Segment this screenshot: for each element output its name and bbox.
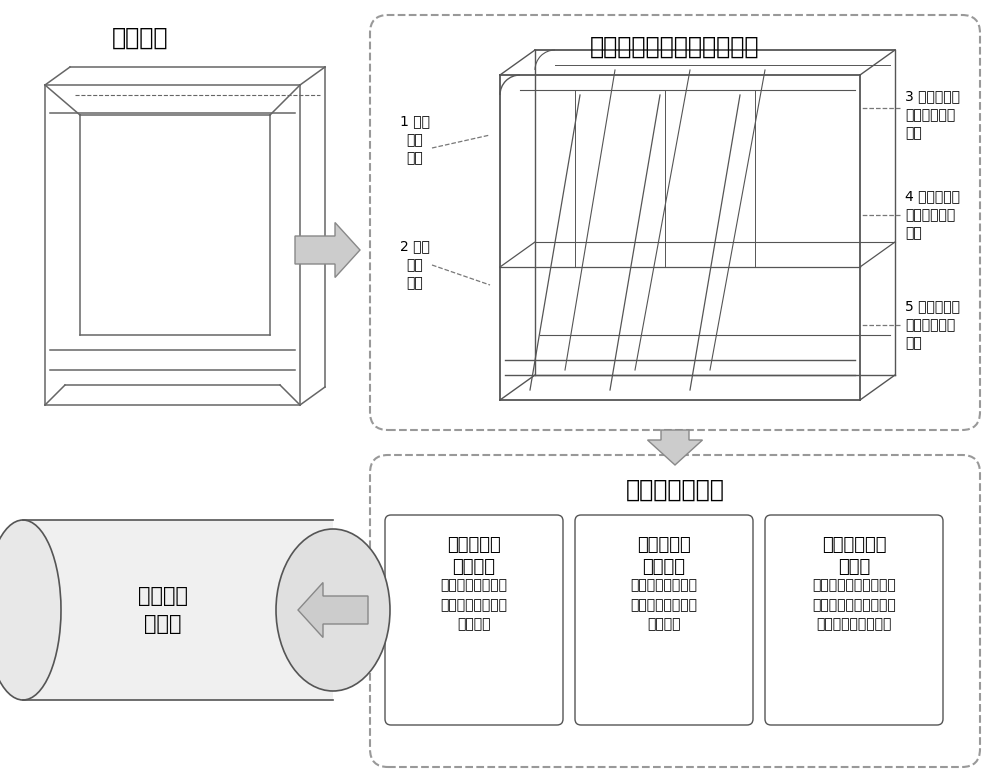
FancyBboxPatch shape [370,15,980,430]
Text: 4 侧面肋板：
长、宽、高、
间距: 4 侧面肋板： 长、宽、高、 间距 [905,189,960,240]
Text: 1 上端
内角
弧度: 1 上端 内角 弧度 [400,115,430,166]
Text: 一阶模态、二阶模态、
三阶模态、四阶模态、
五阶模态、六阶模态: 一阶模态、二阶模态、 三阶模态、四阶模态、 五阶模态、六阶模态 [812,579,896,632]
FancyBboxPatch shape [385,515,563,725]
Text: 分析：: 分析： [838,558,870,576]
Text: 最大变形量、最大
应力值、最大应力
发生位置: 最大变形量、最大 应力值、最大应力 发生位置 [631,579,698,632]
FancyArrow shape [298,583,368,637]
Text: 龙门结构
样本库: 龙门结构 样本库 [138,586,188,634]
FancyArrow shape [648,430,702,465]
Text: 设置基础构型结构可调参数: 设置基础构型结构可调参数 [590,35,760,59]
Text: 基础构型: 基础构型 [112,26,168,50]
Text: 3 顶部肋板：
长、宽、高、
间距: 3 顶部肋板： 长、宽、高、 间距 [905,90,960,141]
Text: 空载下的静: 空载下的静 [447,536,501,554]
FancyBboxPatch shape [575,515,753,725]
Text: 模型有限元分析: 模型有限元分析 [626,478,724,502]
Text: 2 下端
内角
弧度: 2 下端 内角 弧度 [400,239,430,290]
Text: 力分析：: 力分析： [452,558,496,576]
Text: 加载下的静: 加载下的静 [637,536,691,554]
Text: 空载下的模态: 空载下的模态 [822,536,886,554]
FancyArrow shape [295,223,360,278]
FancyBboxPatch shape [765,515,943,725]
Ellipse shape [0,520,61,700]
Text: 5 底部肋板：
长、宽、高、
间距: 5 底部肋板： 长、宽、高、 间距 [905,300,960,350]
Ellipse shape [276,529,390,691]
Text: 最大变形量、最大
应力值、最大应力
发生位置: 最大变形量、最大 应力值、最大应力 发生位置 [440,579,508,632]
Text: 力分析：: 力分析： [642,558,686,576]
FancyBboxPatch shape [23,520,333,700]
FancyBboxPatch shape [370,455,980,767]
